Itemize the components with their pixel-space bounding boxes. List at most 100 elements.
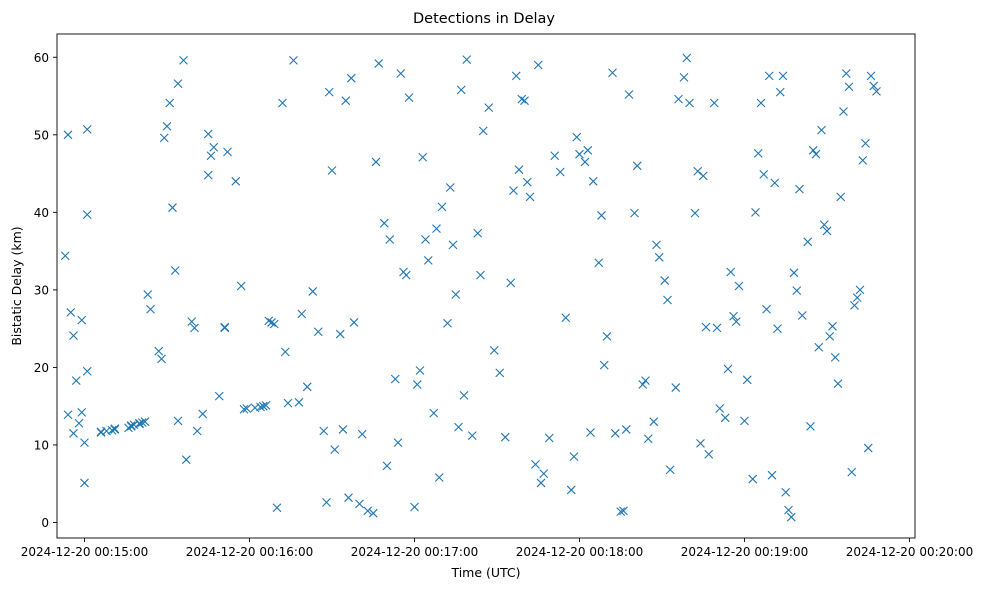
data-point <box>690 208 700 218</box>
data-point <box>294 397 304 407</box>
data-point <box>536 478 546 488</box>
data-point <box>170 266 180 275</box>
data-point <box>583 145 593 155</box>
data-point <box>476 270 485 280</box>
data-point <box>797 311 807 320</box>
data-point <box>278 98 287 108</box>
data-point <box>168 203 177 213</box>
data-point <box>869 81 879 91</box>
data-point <box>784 505 793 515</box>
data-point <box>432 224 441 234</box>
data-point <box>443 318 452 328</box>
data-point <box>63 410 73 420</box>
data-point <box>751 207 760 217</box>
data-point <box>341 96 351 106</box>
data-point <box>107 425 117 435</box>
data-point <box>484 103 494 113</box>
data-point <box>520 96 529 106</box>
data-point <box>198 409 208 419</box>
data-point <box>429 408 439 418</box>
data-point <box>630 208 639 218</box>
data-point <box>349 318 359 327</box>
data-point <box>423 256 433 265</box>
data-point <box>368 508 378 518</box>
data-point <box>192 426 202 436</box>
data-point <box>338 425 348 434</box>
data-point <box>203 170 213 180</box>
data-point <box>723 364 733 374</box>
data-point <box>74 418 84 428</box>
data-point <box>836 192 846 202</box>
data-point <box>478 126 488 136</box>
data-point <box>137 418 147 427</box>
data-point <box>731 317 741 327</box>
x-tick-label: 2024-12-20 00:20:00 <box>846 545 973 559</box>
data-point <box>264 316 274 326</box>
data-point <box>82 124 92 134</box>
data-point <box>154 346 164 356</box>
data-point <box>792 286 802 296</box>
data-point <box>418 152 428 162</box>
data-point <box>330 445 340 454</box>
data-point <box>544 433 554 443</box>
data-point <box>778 71 788 81</box>
data-point <box>60 251 70 261</box>
data-point <box>514 165 524 175</box>
data-point <box>726 267 736 277</box>
data-point <box>143 290 153 299</box>
data-point <box>597 211 606 220</box>
data-point <box>580 157 590 167</box>
data-point <box>660 276 670 285</box>
data-point <box>517 94 527 104</box>
data-point <box>239 404 249 414</box>
data-point <box>451 290 461 299</box>
data-point <box>404 93 414 102</box>
data-point <box>473 228 483 238</box>
data-point <box>679 73 689 82</box>
data-point <box>242 404 252 413</box>
data-point <box>781 487 791 497</box>
data-point <box>379 218 389 228</box>
data-point <box>632 161 642 171</box>
data-point <box>459 390 469 400</box>
data-point <box>454 422 463 432</box>
data-point <box>770 178 780 188</box>
data-point <box>709 98 719 108</box>
data-point <box>847 467 857 477</box>
data-point <box>608 68 617 78</box>
data-point <box>511 71 521 81</box>
data-point <box>382 461 392 471</box>
data-point <box>701 322 711 332</box>
data-point <box>495 368 505 378</box>
data-point <box>256 402 265 412</box>
data-point <box>803 237 813 247</box>
data-point <box>412 380 422 389</box>
data-point <box>786 512 796 522</box>
y-axis-label: Bistatic Delay (km) <box>9 226 24 345</box>
data-point <box>764 71 774 81</box>
data-point <box>555 167 565 177</box>
data-point <box>789 268 799 278</box>
data-point <box>638 380 648 389</box>
data-point <box>69 428 78 438</box>
data-point <box>374 59 384 68</box>
data-point <box>410 502 419 512</box>
data-point <box>643 434 653 444</box>
data-point <box>390 374 400 384</box>
data-point <box>693 166 703 176</box>
data-point <box>775 87 785 97</box>
y-tick-label: 0 <box>41 516 49 530</box>
data-point <box>267 318 276 327</box>
data-point <box>322 497 331 507</box>
data-point <box>762 304 771 314</box>
data-point <box>82 210 92 220</box>
data-point <box>575 149 584 159</box>
data-point <box>569 452 579 461</box>
data-point <box>773 324 782 334</box>
y-tick-label: 20 <box>34 361 49 375</box>
data-point <box>817 125 826 135</box>
data-point <box>396 69 406 78</box>
data-point <box>682 53 692 63</box>
plot-area <box>56 33 916 539</box>
data-point <box>456 85 466 95</box>
